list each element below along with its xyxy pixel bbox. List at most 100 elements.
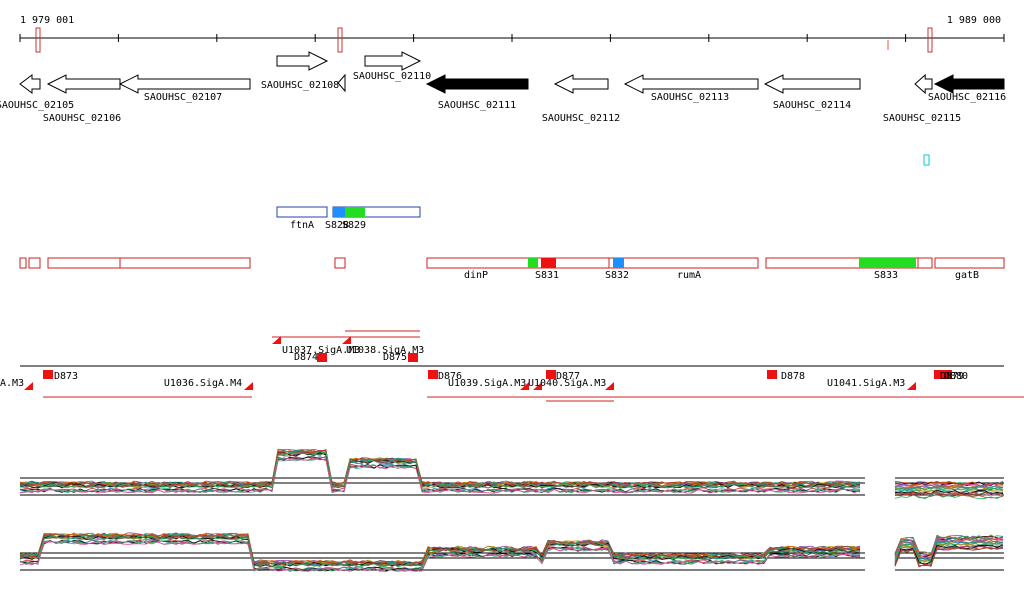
feature-box [426, 257, 610, 269]
feature-box [934, 257, 1005, 269]
feature-label: S829 [342, 220, 366, 231]
promoter-flag [533, 382, 542, 390]
feature-box [28, 257, 41, 269]
feature-box [608, 257, 759, 269]
trace [19, 449, 861, 486]
trace [19, 535, 861, 568]
trace [894, 489, 1004, 495]
feature-box [859, 258, 916, 268]
gene-arrow [914, 73, 933, 95]
promoter-mark [43, 370, 53, 379]
trace [19, 451, 861, 489]
gene-label: SAOUHSC_02113 [651, 92, 729, 103]
feature-label: S833 [874, 270, 898, 281]
feature-marker [923, 154, 930, 166]
gene-label: SAOUHSC_02106 [43, 113, 121, 124]
trace [894, 546, 1004, 567]
promoter-mark [428, 370, 438, 379]
trace [894, 536, 1004, 559]
trace [19, 448, 861, 486]
gene-arrow [46, 74, 121, 94]
trace [19, 449, 861, 487]
feature-box [345, 207, 365, 217]
gene-arrow [425, 74, 529, 94]
feature-label: ftnA [290, 220, 314, 231]
gene-label: SAOUHSC_02116 [928, 92, 1006, 103]
promoter-flag [244, 382, 253, 390]
feature-box [541, 258, 556, 268]
feature-label: rumA [677, 270, 701, 281]
gene-arrow [553, 74, 609, 94]
feature-box [528, 258, 538, 268]
promoter-flag [24, 382, 33, 390]
gene-label: SAOUHSC_02115 [883, 113, 961, 124]
trace [894, 541, 1004, 563]
gene-arrow [118, 74, 251, 94]
ruler-marker [927, 27, 933, 53]
trace [19, 449, 861, 486]
ruler-end: 1 989 000 [947, 15, 1001, 26]
gene-arrow [623, 74, 759, 94]
feature-label: dinP [464, 270, 488, 281]
promoter-flag [342, 336, 351, 344]
gene-label: SAOUHSC_02108 [261, 80, 339, 91]
promoter-flag [605, 382, 614, 390]
ruler-marker [337, 27, 343, 53]
gene-arrow [933, 74, 1005, 94]
promoter-label: D875 [383, 352, 407, 363]
trace [19, 533, 861, 566]
feature-box [613, 258, 624, 268]
trace [894, 482, 1004, 487]
trace [894, 535, 1004, 557]
feature-label: S832 [605, 270, 629, 281]
trace [19, 449, 861, 487]
gene-arrow [276, 51, 329, 71]
feature-box [47, 257, 121, 269]
feature-label: gatB [955, 270, 979, 281]
trace [19, 539, 861, 572]
ruler-marker [35, 27, 41, 53]
trace [894, 486, 1004, 492]
trace [894, 491, 1004, 497]
promoter-flag [272, 336, 281, 344]
promoter-label: A.M3 [0, 378, 24, 389]
promoter-flag [907, 382, 916, 390]
trace [894, 546, 1004, 568]
promoter-label: D876 [438, 371, 462, 382]
promoter-label: U1041.SigA.M3 [827, 378, 905, 389]
feature-box [334, 257, 346, 269]
gene-label: SAOUHSC_02111 [438, 100, 516, 111]
trace [894, 487, 1004, 492]
trace [19, 540, 861, 573]
promoter-label: D874 [294, 352, 318, 363]
promoter-label: U1039.SigA.M3 [448, 378, 526, 389]
promoter-label: U1036.SigA.M4 [164, 378, 242, 389]
feature-label: S831 [535, 270, 559, 281]
gene-label: SAOUHSC_02105 [0, 100, 74, 111]
promoter-label: D878 [781, 371, 805, 382]
promoter-label: U1038.SigA.M3 [346, 345, 424, 356]
promoter-mark [408, 353, 418, 362]
promoter-mark [317, 353, 327, 362]
promoter-label: D877 [556, 371, 580, 382]
gene-arrow [763, 74, 861, 94]
promoter-mark [942, 370, 952, 379]
feature-box [19, 257, 27, 269]
promoter-label: U1040.SigA.M3 [528, 378, 606, 389]
promoter-flag [520, 382, 529, 390]
trace [894, 481, 1004, 487]
gene-arrow [364, 51, 422, 71]
trace [894, 536, 1004, 558]
promoter-mark [767, 370, 777, 379]
gene-label: SAOUHSC_02114 [773, 100, 851, 111]
trace [19, 457, 861, 494]
gene-label: SAOUHSC_02107 [144, 92, 222, 103]
trace [19, 535, 861, 567]
promoter-mark [934, 370, 944, 379]
trace [894, 494, 1004, 500]
gene-label: SAOUHSC_02110 [353, 71, 431, 82]
feature-box [917, 257, 933, 269]
feature-box [276, 206, 328, 218]
promoter-mark [546, 370, 556, 379]
